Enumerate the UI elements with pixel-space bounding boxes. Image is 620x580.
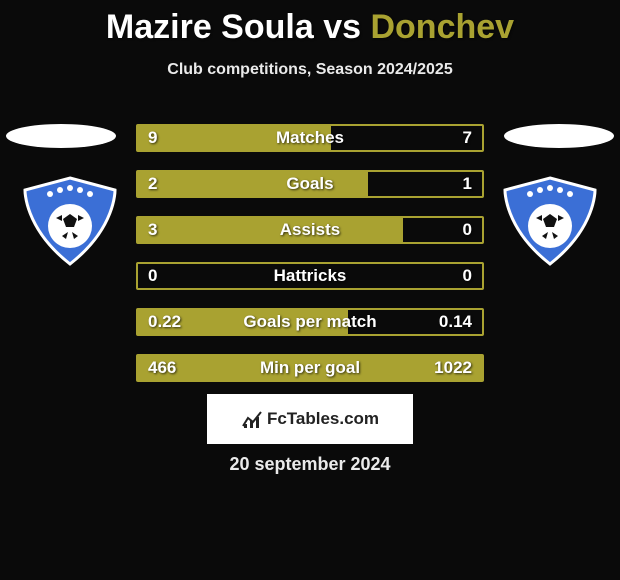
stat-value-right: 1022 — [434, 358, 472, 378]
brand-badge: FcTables.com — [207, 394, 413, 444]
subtitle: Club competitions, Season 2024/2025 — [0, 61, 620, 79]
stat-label: Assists — [138, 220, 482, 240]
stat-label: Matches — [138, 128, 482, 148]
player-left-name: Mazire Soula — [106, 8, 314, 46]
player-right-name: Donchev — [370, 8, 514, 46]
stat-value-right: 0 — [463, 220, 472, 240]
date-text: 20 september 2024 — [0, 454, 620, 475]
club-logo-right — [500, 176, 600, 266]
stat-label: Goals per match — [138, 312, 482, 332]
stat-label: Min per goal — [138, 358, 482, 378]
stat-value-right: 1 — [463, 174, 472, 194]
brand-text: FcTables.com — [267, 409, 379, 429]
comparison-bars: 9Matches72Goals13Assists00Hattricks00.22… — [136, 124, 484, 400]
stat-value-right: 0 — [463, 266, 472, 286]
stat-value-right: 7 — [463, 128, 472, 148]
club-logo-left — [20, 176, 120, 266]
stat-bar: 3Assists0 — [136, 216, 484, 244]
stat-value-right: 0.14 — [439, 312, 472, 332]
brand-icon — [241, 408, 263, 430]
player-left-avatar-placeholder — [6, 124, 116, 148]
player-right-avatar-placeholder — [504, 124, 614, 148]
comparison-title: Mazire Soula vs Donchev — [0, 0, 620, 47]
stat-bar: 0.22Goals per match0.14 — [136, 308, 484, 336]
stat-bar: 2Goals1 — [136, 170, 484, 198]
stat-bar: 466Min per goal1022 — [136, 354, 484, 382]
stat-bar: 0Hattricks0 — [136, 262, 484, 290]
stat-label: Hattricks — [138, 266, 482, 286]
vs-text: vs — [323, 8, 361, 46]
stat-bar: 9Matches7 — [136, 124, 484, 152]
stat-label: Goals — [138, 174, 482, 194]
